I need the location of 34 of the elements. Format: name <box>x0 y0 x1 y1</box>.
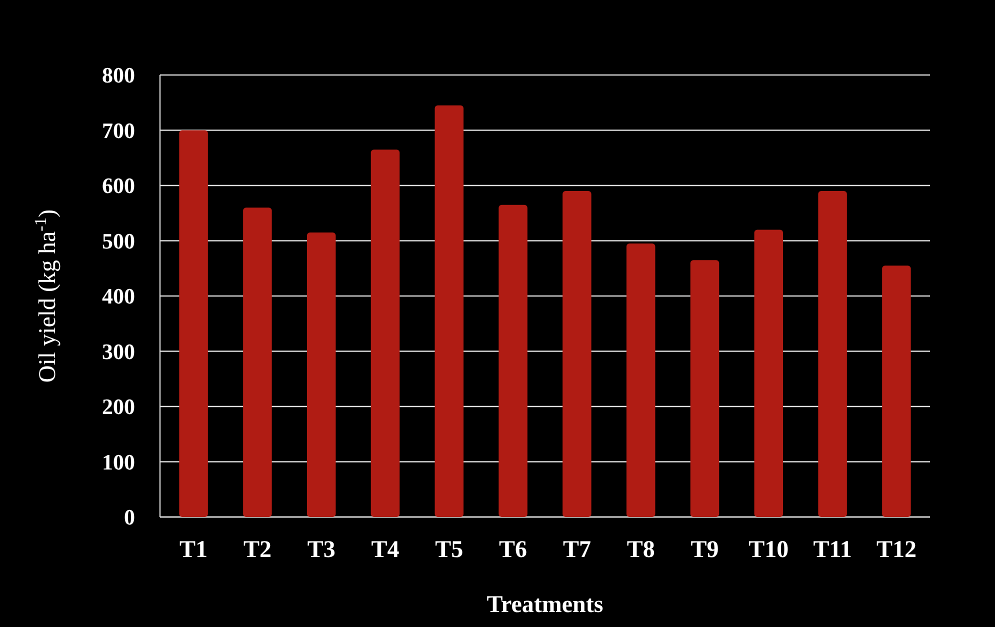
y-tick-label: 700 <box>102 118 135 143</box>
x-tick-label: T11 <box>813 537 852 563</box>
bar <box>754 230 784 517</box>
bar <box>818 191 847 517</box>
bar <box>690 260 720 517</box>
x-tick-label: T3 <box>307 537 336 563</box>
x-tick-label: T7 <box>562 537 591 563</box>
bar <box>498 204 528 517</box>
y-tick-label: 600 <box>102 173 135 198</box>
bar <box>179 130 208 517</box>
x-tick-label: T10 <box>748 537 789 563</box>
y-tick-label: 0 <box>124 504 135 530</box>
x-tick-label: T6 <box>499 537 528 563</box>
y-tick-label: 800 <box>102 62 135 88</box>
x-axis-title: Treatments <box>486 592 604 618</box>
x-tick-label: T8 <box>626 537 655 563</box>
x-tick-label: T12 <box>876 537 916 563</box>
y-tick-label: 300 <box>102 338 135 364</box>
x-tick-label: T4 <box>371 537 400 563</box>
bar <box>370 150 400 517</box>
x-tick-label: T5 <box>435 537 464 563</box>
y-tick-label: 500 <box>102 228 135 254</box>
x-tick-label: T2 <box>243 537 272 563</box>
x-tick-label: T1 <box>180 537 208 563</box>
bar <box>306 232 336 517</box>
y-tick-label: 400 <box>102 284 135 309</box>
y-tick-label: 200 <box>102 394 135 420</box>
bar <box>882 266 911 517</box>
bar <box>434 105 464 517</box>
x-tick-label: T9 <box>690 537 719 563</box>
bar <box>562 191 592 517</box>
bar <box>243 208 272 517</box>
y-tick-label: 100 <box>102 449 135 474</box>
bar <box>626 244 656 517</box>
